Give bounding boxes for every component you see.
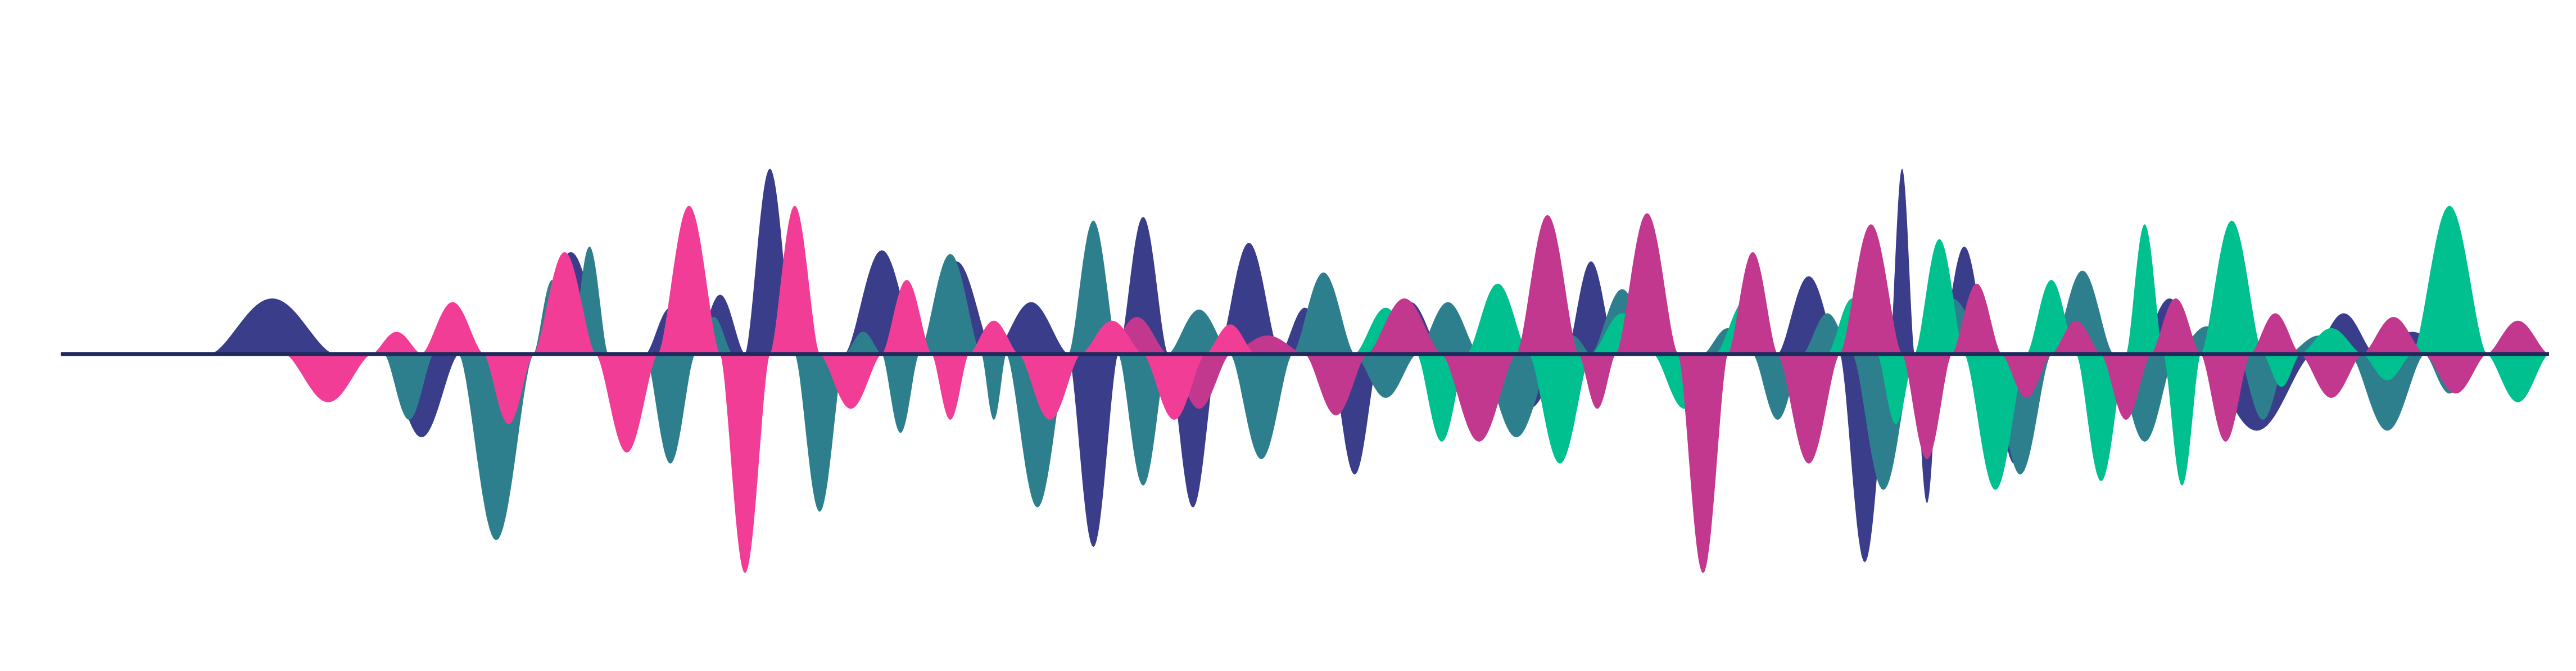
wave-lobe	[881, 354, 920, 433]
wave-lobe	[844, 332, 882, 354]
wave-lobe	[1877, 354, 1915, 424]
wave-lobe	[1205, 324, 1255, 354]
wave-lobe	[284, 354, 372, 402]
wave-lobe	[2412, 206, 2487, 354]
wave-lobe	[1305, 354, 1368, 416]
wave-layers	[210, 169, 2549, 573]
wave-lobe	[881, 280, 932, 354]
wave-lobe	[2151, 298, 2201, 354]
wave-lobe	[384, 354, 434, 420]
wave-layer-pink	[284, 206, 1255, 573]
wave-lobe	[1777, 354, 1840, 464]
wave-lobe	[1018, 354, 1081, 420]
wave-lobe	[1528, 354, 1591, 464]
wave-lobe	[1068, 220, 1119, 354]
wave-lobe	[1902, 354, 1952, 460]
wave-lobe	[2424, 354, 2487, 394]
wave-lobe	[1914, 239, 1964, 354]
wave-lobe	[1367, 298, 1442, 354]
wave-lobe	[2487, 320, 2549, 354]
wave-lobe	[2201, 220, 2263, 354]
wave-lobe	[994, 302, 1069, 354]
wave-lobe	[1952, 283, 2002, 354]
wave-lobe	[2349, 354, 2425, 431]
wave-lobe	[720, 354, 770, 573]
wave-layer-magenta	[1106, 213, 2549, 573]
wave-lobe	[1840, 224, 1902, 354]
wave-lobe	[2362, 354, 2412, 380]
wave-lobe	[2362, 317, 2425, 354]
wave-lobe	[1068, 354, 1119, 547]
wave-lobe	[1578, 354, 1616, 409]
wave-lobe	[1416, 302, 1479, 354]
wave-lobe	[919, 253, 981, 354]
wave-lobe	[2201, 354, 2251, 442]
wave-lobe	[1081, 320, 1143, 354]
wave-lobe	[372, 332, 422, 354]
wave-lobe	[1615, 213, 1678, 354]
wave-lobe	[1728, 252, 1778, 354]
wave-lobe	[931, 354, 969, 420]
wave-lobe	[210, 298, 334, 354]
wave-lobe	[2163, 354, 2201, 486]
wave-lobe	[769, 206, 820, 354]
wave-lobe	[1230, 354, 1293, 460]
wave-lobe	[2101, 354, 2151, 420]
wave-lobe	[795, 354, 845, 512]
wave-lobe	[1143, 354, 1206, 420]
wave-lobe	[2262, 354, 2301, 387]
wave-lobe	[1355, 354, 1417, 398]
wave-lobe	[1442, 354, 1516, 442]
wave-lobe	[595, 354, 658, 453]
wave-lobe	[2300, 354, 2362, 398]
wave-lobe	[2126, 224, 2163, 354]
wave-lobe	[1964, 354, 2027, 490]
wave-lobe	[2051, 320, 2102, 354]
wave-lobe	[1678, 354, 1728, 573]
wave-lobe	[1516, 215, 1579, 354]
wave-lobe	[533, 252, 596, 354]
wave-lobe	[1118, 216, 1168, 354]
wave-lobe	[2250, 313, 2301, 354]
wave-lobe	[1466, 283, 1529, 354]
wave-lobe	[820, 354, 882, 409]
wave-lobe	[421, 302, 484, 354]
wave-lobe	[981, 354, 1007, 420]
wave-lobe	[968, 320, 1019, 354]
wave-lobe	[1292, 272, 1355, 354]
wave-lobe	[2002, 354, 2052, 398]
wave-lobe	[483, 354, 534, 424]
wave-lobe	[645, 354, 695, 464]
wave-lobe	[2300, 328, 2362, 354]
wave-lobe	[1889, 169, 1915, 354]
wave-lobe	[1118, 354, 1168, 486]
wave-lobe	[2487, 354, 2549, 402]
wave-lobe	[658, 206, 721, 354]
